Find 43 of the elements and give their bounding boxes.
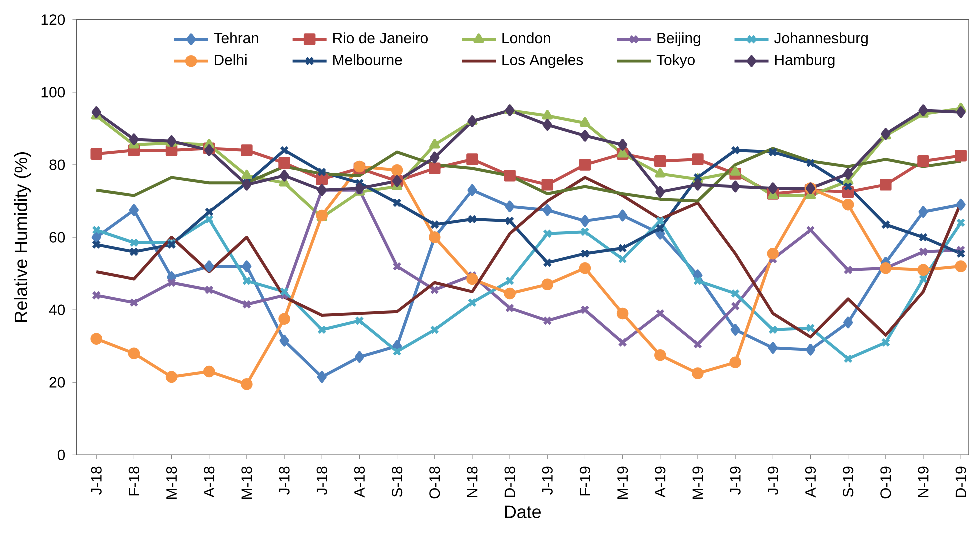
x-tick-label: F-19	[580, 466, 591, 496]
x-tick-label: A-19	[655, 466, 666, 498]
legend-label: Melbourne	[334, 54, 402, 66]
legend-label: Johannesburg	[774, 32, 868, 47]
x-tick-label: D-18	[504, 466, 516, 498]
x-tick-label: O-18	[430, 466, 440, 499]
legend-label: Los Angeles	[502, 54, 584, 68]
x-tick-label: N-18	[467, 466, 478, 498]
legend-label: Delhi	[215, 54, 247, 66]
x-tick-label: F-18	[128, 466, 140, 496]
x-tick-label: A-18	[354, 466, 366, 498]
y-tick-label: 0	[58, 450, 66, 461]
x-tick-label: O-19	[880, 466, 892, 499]
x-tick-label: M-19	[692, 466, 704, 500]
y-tick-label: 80	[50, 160, 66, 170]
y-tick-label: 40	[49, 304, 66, 316]
x-tick-label: A-18	[204, 466, 215, 498]
legend-label: Hamburg	[775, 54, 835, 68]
legend-label: Beijing	[658, 32, 700, 47]
x-tick-label: J-18	[279, 466, 290, 496]
legend-label: Tokyo	[656, 54, 695, 68]
y-tick-label: 120	[42, 14, 66, 26]
x-tick-label: S-19	[843, 466, 854, 498]
legend-label: Rio de Janeiro	[334, 32, 428, 44]
y-tick-label: 60	[50, 232, 66, 243]
x-tick-label: N-19	[918, 466, 929, 498]
x-tick-label: S-18	[392, 466, 403, 498]
y-axis-title: Relative Humidity (%)	[14, 152, 32, 322]
x-tick-label: J-19	[768, 466, 778, 496]
x-tick-label: M-18	[242, 466, 252, 500]
x-tick-label: M-19	[618, 466, 628, 500]
legend-label: Tehran	[214, 32, 259, 44]
x-axis-title: Date	[505, 506, 542, 519]
x-tick-label: J-19	[730, 466, 741, 496]
y-tick-label: 100	[42, 87, 66, 98]
legend-label: London	[502, 32, 550, 44]
x-tick-label: J-19	[542, 466, 553, 496]
x-tick-label: M-18	[166, 466, 178, 500]
x-tick-label: D-19	[956, 466, 966, 498]
x-tick-label: J-18	[316, 466, 328, 496]
x-tick-label: A-19	[805, 466, 816, 498]
x-tick-label: J-18	[91, 466, 102, 496]
y-tick-label: 20	[50, 377, 66, 388]
